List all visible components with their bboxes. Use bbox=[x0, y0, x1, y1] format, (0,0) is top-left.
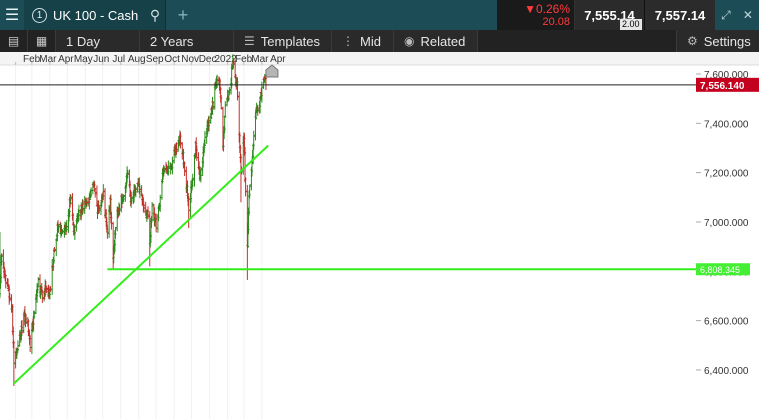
settings-label: Settings bbox=[703, 33, 751, 49]
chart-toolbar: ▤ ▦ 1 Day 2 Years ☰ Templates ⋮ Mid ◉ Re… bbox=[0, 30, 759, 52]
range-label: 2 Years bbox=[150, 33, 194, 49]
change-absolute: 20.08 bbox=[542, 15, 570, 28]
sliders-icon: ☰ bbox=[244, 34, 255, 48]
x-tick-label: Mar bbox=[251, 54, 269, 65]
templates-button[interactable]: ☰ Templates bbox=[234, 30, 332, 52]
hamburger-menu-icon[interactable]: ☰ bbox=[4, 7, 20, 24]
price-type-label: Mid bbox=[360, 33, 381, 49]
buy-price-button[interactable]: 7,557.14 bbox=[645, 0, 715, 30]
y-tick-label: 7,000.000 bbox=[704, 218, 749, 229]
y-tick-label: 6,600.000 bbox=[704, 317, 749, 328]
y-tick-label: 7,600.000 bbox=[704, 70, 749, 81]
x-tick-label: Feb bbox=[23, 54, 41, 65]
plus-icon[interactable]: + bbox=[177, 4, 189, 25]
gear-icon: ⚙ bbox=[687, 34, 698, 48]
related-icon: ◉ bbox=[404, 34, 415, 48]
sell-price-button[interactable]: 7,555.14 bbox=[575, 0, 645, 30]
candles-icon: ⋮ bbox=[342, 34, 354, 48]
close-icon[interactable]: ✕ bbox=[742, 8, 753, 22]
rising-trendline bbox=[13, 144, 269, 385]
chart-background bbox=[0, 52, 759, 419]
related-button[interactable]: ◉ Related bbox=[394, 30, 478, 52]
x-tick-label: Jul bbox=[112, 54, 125, 65]
x-tick-label: Apr bbox=[270, 54, 286, 65]
x-tick-label: Oct bbox=[164, 54, 180, 65]
expand-icon[interactable]: ⤢ bbox=[721, 7, 731, 22]
x-tick-label: Dec bbox=[199, 54, 217, 65]
x-tick-label: Nov bbox=[181, 54, 199, 65]
instrument-tab[interactable]: 1 UK 100 - Cash ⚲ bbox=[24, 0, 166, 30]
top-bar: ☰ 1 UK 100 - Cash ⚲ + ▼0.26% 20.08 7,555… bbox=[0, 0, 759, 30]
x-tick-label: Aug bbox=[128, 54, 146, 65]
tab-number-badge: 1 bbox=[32, 7, 47, 23]
list-icon[interactable]: ▤ bbox=[0, 30, 28, 52]
interval-selector[interactable]: 1 Day bbox=[56, 30, 140, 52]
change-percent: ▼0.26% bbox=[524, 1, 570, 16]
search-icon[interactable]: ⚲ bbox=[149, 6, 161, 23]
support-price-label: 6,808.345 bbox=[700, 265, 740, 275]
current-price-label-bg bbox=[696, 77, 759, 92]
interval-label: 1 Day bbox=[66, 33, 100, 49]
range-selector[interactable]: 2 Years bbox=[140, 30, 234, 52]
scroll-marker-icon[interactable] bbox=[265, 64, 279, 78]
x-tick-label: Mar bbox=[39, 54, 57, 65]
x-tick-label: Feb bbox=[235, 54, 253, 65]
x-axis-band bbox=[0, 52, 759, 65]
spread-badge: 2.00 bbox=[620, 19, 642, 30]
x-tick-label: Apr bbox=[58, 54, 74, 65]
y-tick-label: 6,400.000 bbox=[704, 366, 749, 377]
y-tick-label: 7,200.000 bbox=[704, 169, 749, 180]
current-price-label: 7,556.140 bbox=[700, 81, 745, 92]
support-price-label-bg bbox=[696, 263, 750, 276]
instrument-name: UK 100 - Cash bbox=[53, 7, 139, 23]
layout-grid-icon[interactable]: ▦ bbox=[28, 30, 56, 52]
templates-label: Templates bbox=[260, 33, 321, 49]
x-tick-label: Jun bbox=[93, 54, 109, 65]
price-change-box: ▼0.26% 20.08 bbox=[497, 0, 575, 30]
chart-canvas[interactable]: Feb Mar Apr May Jun Jul Aug Sep Oct Nov Dec2022Feb… bbox=[0, 52, 759, 419]
x-tick-label: Sep bbox=[146, 54, 164, 65]
settings-button[interactable]: ⚙ Settings bbox=[676, 30, 759, 52]
price-type-selector[interactable]: ⋮ Mid bbox=[332, 30, 394, 52]
y-tick-label: 7,400.000 bbox=[704, 119, 749, 130]
related-label: Related bbox=[420, 33, 466, 49]
x-tick-label: May bbox=[74, 54, 93, 65]
window-controls: ⤢ ✕ bbox=[715, 0, 759, 30]
price-chart[interactable]: Feb Mar Apr May Jun Jul Aug Sep Oct Nov Dec 2022 Feb… bbox=[0, 52, 759, 419]
x-tick-label: 2022 bbox=[214, 54, 237, 65]
